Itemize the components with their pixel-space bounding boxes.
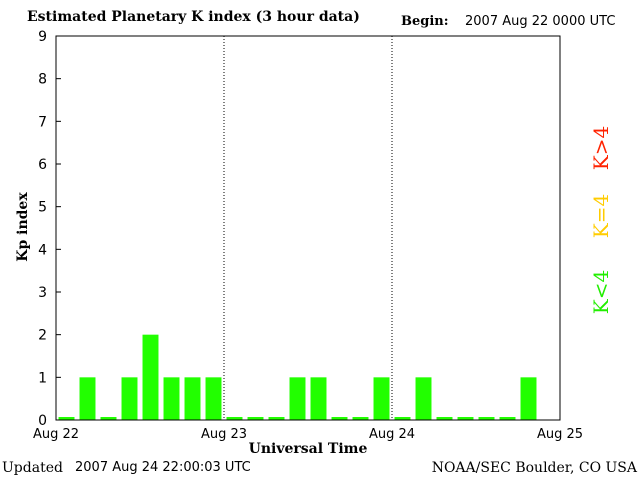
kp-bar: [331, 417, 348, 420]
y-tick-label: 3: [38, 285, 47, 301]
legend-k-equal-4: K=4: [589, 194, 613, 238]
y-tick-label: 9: [38, 29, 47, 45]
chart-title: Estimated Planetary K index (3 hour data…: [27, 9, 360, 25]
kp-bar: [58, 417, 75, 420]
kp-bar: [394, 417, 411, 420]
begin-label: Begin:: [401, 14, 449, 29]
plot-frame: [55, 35, 561, 421]
x-tick-label: Aug 23: [201, 427, 247, 442]
kp-bar: [310, 377, 327, 420]
y-tick-label: 5: [38, 200, 47, 216]
y-axis-label: Kp index: [15, 192, 31, 262]
kp-bar: [142, 334, 159, 420]
kp-bar: [499, 417, 516, 420]
kp-bar: [100, 417, 117, 420]
x-tick-label: Aug 22: [33, 427, 79, 442]
y-ticks: 0 1 2 3 4 5 6 7 8 9: [38, 29, 61, 429]
y-tick-label: 0: [38, 413, 47, 429]
kp-bar: [184, 377, 201, 420]
bars-group: [58, 334, 537, 420]
kp-bar: [79, 377, 96, 420]
updated-value: 2007 Aug 24 22:00:03 UTC: [75, 460, 251, 475]
x-axis-label: Universal Time: [249, 441, 368, 457]
kp-bar: [247, 417, 264, 420]
updated-label: Updated: [2, 460, 63, 476]
kp-bar: [520, 377, 537, 420]
begin-value: 2007 Aug 22 0000 UTC: [465, 14, 616, 29]
kp-bar: [226, 417, 243, 420]
credit: NOAA/SEC Boulder, CO USA: [431, 460, 637, 476]
x-tick-label: Aug 25: [537, 427, 583, 442]
kp-bar: [373, 377, 390, 420]
y-tick-label: 8: [38, 72, 47, 88]
kp-bar: [436, 417, 453, 420]
x-ticks: Aug 22 Aug 23 Aug 24 Aug 25: [33, 427, 583, 442]
kp-bar: [205, 377, 222, 420]
y-tick-label: 2: [38, 328, 47, 344]
kp-bar: [457, 417, 474, 420]
y-tick-label: 4: [38, 242, 47, 258]
kp-bar: [415, 377, 432, 420]
kp-bar: [268, 417, 285, 420]
y-tick-label: 7: [38, 114, 47, 130]
y-tick-label: 6: [38, 157, 47, 173]
kp-bar: [478, 417, 495, 420]
day-separators: [223, 36, 393, 420]
kp-bar: [289, 377, 306, 420]
x-tick-label: Aug 24: [369, 427, 415, 442]
kp-bar: [163, 377, 180, 420]
legend-k-less-4: K<4: [589, 270, 613, 314]
legend-k-greater-4: K>4: [589, 126, 613, 170]
kp-bar: [121, 377, 138, 420]
kp-bar: [352, 417, 369, 420]
y-tick-label: 1: [38, 370, 47, 386]
